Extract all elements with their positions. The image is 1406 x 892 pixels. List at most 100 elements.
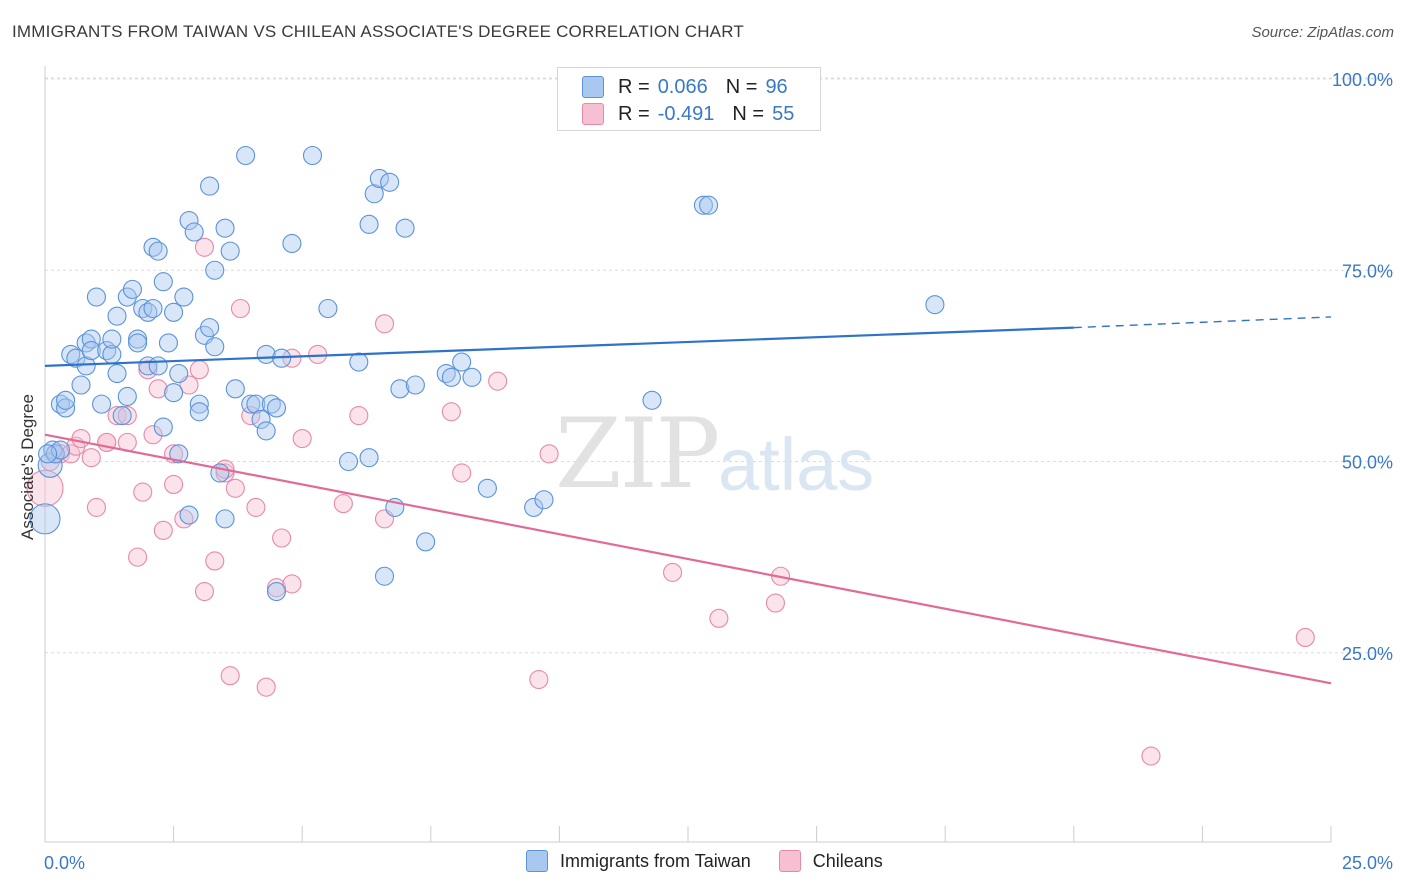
stats-legend: R = 0.066 N = 96 R = -0.491 N = 55 [557,67,821,131]
legend-item-chileans[interactable]: Chileans [778,850,883,872]
chileans-point [117,406,137,426]
taiwan-point [158,333,179,353]
legend-label-chileans: Chileans [812,850,883,871]
taiwan-points [29,145,945,602]
taiwan-point [143,237,163,257]
taiwan-point [189,394,209,414]
chileans-point [765,593,785,613]
legend-row-taiwan: R = 0.066 N = 96 [582,74,788,100]
taiwan-point [107,363,127,384]
chileans-trendline [44,433,1332,685]
legend-n-label: N = [732,102,765,125]
taiwan-point [50,440,70,460]
taiwan-point [112,406,132,426]
chileans-point [282,574,302,594]
taiwan-point [693,195,713,215]
taiwan-point [477,478,497,498]
y-axis-label: Associate's Degree [18,394,37,540]
chileans-points [26,237,1315,766]
taiwan-point [266,581,287,602]
chileans-point [1141,746,1161,766]
chileans-point [128,547,148,567]
taiwan-point [92,394,112,414]
taiwan-point [318,298,338,319]
taiwan-point [86,287,106,307]
legend-r-label: R = [618,102,650,125]
taiwan-point [179,505,199,525]
taiwan-point [174,287,194,307]
taiwan-point [282,233,302,254]
tick-label-layer: 25.0% 50.0% 75.0% 100.0% 0.0% 25.0% [44,70,1393,873]
taiwan-point [66,348,86,368]
taiwan-point [179,210,199,231]
y-tick-label: 50.0% [1342,453,1393,473]
chileans-point [143,425,163,445]
taiwan-point [261,394,281,414]
taiwan-point [338,451,359,472]
taiwan-point [302,145,323,166]
taiwan-point [56,398,76,418]
taiwan-point [153,272,173,292]
trend-layer [44,316,1332,685]
chileans-point [539,444,559,464]
taiwan-point [241,394,261,414]
legend-n-label: N = [725,75,758,98]
taiwan-point [925,295,945,315]
chileans-point [194,237,215,257]
chileans-point [333,494,353,514]
taiwan-point [236,145,256,166]
taiwan-point [37,452,63,478]
taiwan-point [225,379,245,399]
taiwan-point [256,421,276,441]
y-tick-label: 100.0% [1332,70,1393,90]
taiwan-point [189,402,209,422]
taiwan-point [390,379,410,399]
chileans-point [133,482,153,502]
taiwan-point [215,218,235,238]
taiwan-point [369,168,389,188]
chileans-point [441,402,461,422]
chileans-point [452,463,472,483]
chileans-point [174,509,194,529]
x-tick-label: 0.0% [44,853,85,873]
taiwan-point [169,363,189,384]
taiwan-point [128,333,148,353]
taiwan-point [405,375,425,395]
chileans-point [205,551,225,571]
taiwan-point [380,172,400,192]
taiwan-point [76,356,96,376]
taiwan-point [122,279,142,299]
taiwan-point [97,341,117,361]
taiwan-point [374,566,395,586]
taiwan-point [169,444,189,464]
chileans-point [153,520,173,540]
chileans-point [1295,627,1315,648]
chileans-point [246,497,266,517]
chileans-point [349,406,369,426]
chileans-point [220,666,240,686]
taiwan-point [205,260,225,280]
legend-r-value: 0.066 [657,75,708,98]
y-tick-label: 75.0% [1342,261,1393,281]
taiwan-trendline-extension [1073,316,1332,329]
taiwan-point [436,363,456,384]
taiwan-point [215,509,235,529]
chileans-point [256,677,276,697]
taiwan-point [164,383,184,403]
taiwan-point [251,409,271,429]
chileans-point [374,314,395,334]
taiwan-trendline [44,326,1074,367]
taiwan-point [71,375,91,395]
legend-item-taiwan[interactable]: Immigrants from Taiwan [526,850,751,872]
chileans-point [230,298,251,319]
legend-r-value: -0.491 [657,102,715,125]
series-legend: Immigrants from Taiwan Chileans [526,850,911,872]
taiwan-point [441,367,461,387]
taiwan-point [524,497,544,517]
taiwan-point [29,503,61,535]
chileans-point [663,562,683,582]
taiwan-point [148,356,168,376]
taiwan-point [364,184,384,204]
taiwan-point [61,344,81,364]
